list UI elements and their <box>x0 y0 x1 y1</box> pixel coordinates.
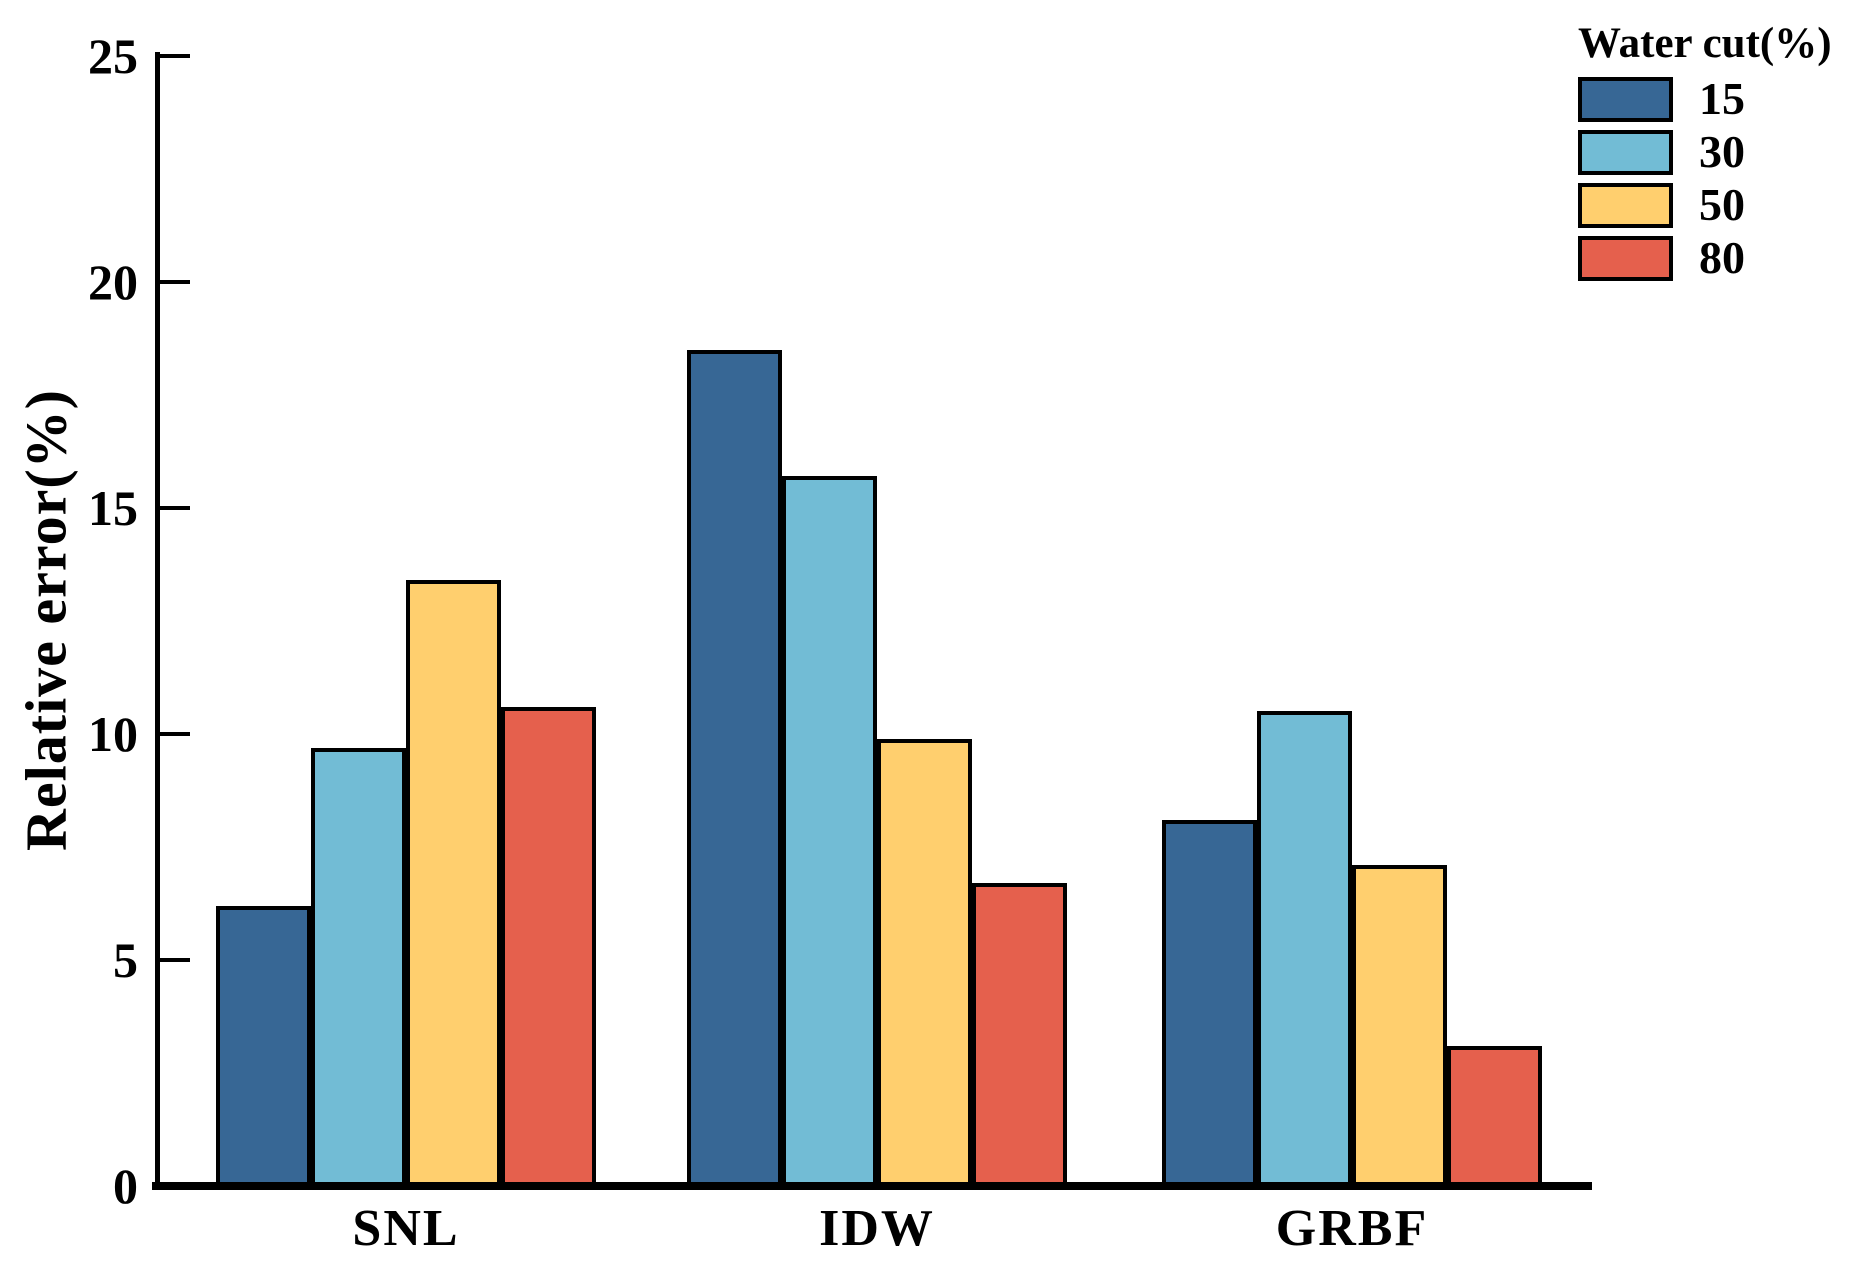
legend: Water cut(%) 15 30 50 80 <box>1578 20 1832 288</box>
legend-item-50: 50 <box>1578 182 1832 228</box>
bar-IDW-15 <box>687 350 782 1186</box>
y-tick-mark <box>160 280 190 284</box>
bar-IDW-80 <box>972 883 1067 1186</box>
legend-swatch-15 <box>1578 76 1673 122</box>
y-axis-line <box>155 52 160 1190</box>
bar-IDW-50 <box>877 739 972 1186</box>
bar-SNL-15 <box>216 906 311 1186</box>
legend-swatch-50 <box>1578 182 1673 228</box>
y-tick-label: 20 <box>88 254 138 310</box>
y-tick-mark <box>160 506 190 510</box>
legend-label-50: 50 <box>1699 179 1745 230</box>
y-tick-mark <box>160 732 190 736</box>
x-axis-line <box>152 1182 1592 1190</box>
x-label-IDW: IDW <box>819 1200 935 1257</box>
y-tick-mark <box>160 54 190 58</box>
legend-swatch-80 <box>1578 235 1673 281</box>
y-axis-title: Relative error(%) <box>13 389 79 851</box>
y-tick-label: 5 <box>113 932 138 988</box>
y-tick-label: 15 <box>88 480 138 536</box>
bar-IDW-30 <box>782 476 877 1186</box>
legend-label-80: 80 <box>1699 232 1745 283</box>
legend-item-30: 30 <box>1578 129 1832 175</box>
y-tick-label: 0 <box>113 1158 138 1214</box>
x-label-SNL: SNL <box>352 1200 460 1257</box>
y-tick-mark <box>160 958 190 962</box>
y-tick-label: 25 <box>88 28 138 84</box>
legend-title: Water cut(%) <box>1578 20 1832 67</box>
bar-GRBF-50 <box>1352 865 1447 1186</box>
bar-SNL-30 <box>311 748 406 1186</box>
legend-label-30: 30 <box>1699 126 1745 177</box>
bar-GRBF-15 <box>1162 820 1257 1186</box>
legend-item-15: 15 <box>1578 76 1832 122</box>
legend-label-15: 15 <box>1699 73 1745 124</box>
legend-items: 15 30 50 80 <box>1578 76 1832 281</box>
bar-SNL-80 <box>501 707 596 1186</box>
bar-GRBF-30 <box>1257 711 1352 1186</box>
bar-SNL-50 <box>406 580 501 1186</box>
legend-swatch-30 <box>1578 129 1673 175</box>
x-label-GRBF: GRBF <box>1275 1200 1429 1257</box>
bar-GRBF-80 <box>1447 1046 1542 1186</box>
y-tick-label: 10 <box>88 706 138 762</box>
legend-item-80: 80 <box>1578 235 1832 281</box>
